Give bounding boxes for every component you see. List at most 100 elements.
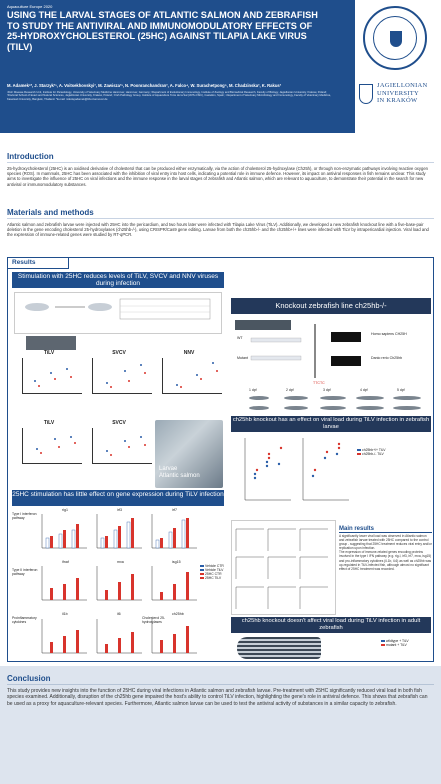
timepoint: 4 dpf [360, 388, 368, 392]
group-label: Proinflammatory cytokines [12, 616, 37, 624]
conclusion-content: Conclusion This study provides new insig… [7, 674, 434, 707]
banner-adult-knockout: ch25hb knockout doesn't affect viral loa… [231, 617, 431, 633]
atlantic-salmon-photo: Larvae Atlantic salmon [155, 420, 223, 488]
group-label: Type II interferon pathway [12, 568, 38, 576]
data-point [212, 362, 215, 365]
gene-label: il1b [62, 612, 68, 616]
data-point [74, 442, 77, 445]
zebrafish-gene-label: Danio rerio Ch25hb [371, 356, 403, 360]
data-point [176, 384, 179, 387]
plot-title: TiLV [43, 420, 55, 426]
legend-label: ch25hb-/- TiLV [362, 452, 384, 456]
gene-label: ch25hb [172, 612, 184, 616]
timepoint: 1 dpf [249, 388, 257, 392]
gene-label: il6 [117, 612, 121, 616]
plot-title: SVCV [112, 420, 126, 426]
gene-label: mxa [117, 560, 124, 564]
adult-zebrafish-panel: wildtype + TiLV mutant + TiLV [231, 635, 431, 661]
event-label: Aquaculture Europe 2020 [7, 4, 53, 9]
plot-axes [22, 428, 82, 464]
seal-inner-ring [373, 16, 417, 60]
conclusion-text: This study provides new insights into th… [7, 688, 428, 707]
sequence-diagram: TTCTC [250, 324, 361, 385]
data-point [128, 380, 131, 383]
data-point [110, 386, 113, 389]
knockout-scheme: WT Mutant TTCTC Homo sapiens CH25H Danio… [231, 318, 431, 388]
plot-title: TiLV [43, 350, 55, 356]
legend-item: Vehicle TiLV [200, 568, 224, 572]
tiho-seal-logo [363, 6, 427, 70]
banner-stimulation: Stimulation with 25HC reduces levels of … [12, 272, 224, 288]
crest-icon [359, 84, 373, 104]
svg-text:TTCTC: TTCTC [313, 381, 325, 385]
salmon-larva-photo [26, 336, 76, 350]
banner-knockout-line: Knockout zebrafish line ch25hb-/- [231, 298, 431, 314]
main-results-title: Main results [339, 526, 432, 533]
data-point [110, 454, 113, 457]
author-list: M. Adamek¹*, J. Starzyk²³, A. Voitsekhov… [7, 83, 282, 88]
photo-caption: Larvae Atlantic salmon [159, 466, 200, 480]
gene-label: irf7 [172, 508, 177, 512]
data-point [36, 448, 39, 451]
data-point [140, 436, 143, 439]
data-point [54, 438, 57, 441]
data-point [106, 450, 109, 453]
timepoint: 5 dpf [397, 388, 405, 392]
scheme-diagram [25, 298, 211, 320]
group-label: Type I interferon pathway [12, 512, 37, 520]
results-tab: Results [7, 257, 69, 269]
poster-title: Using the larval stages of Atlantic salm… [7, 10, 318, 52]
university-name-line-2: UNIVERSITY [377, 89, 419, 97]
experiment-scheme [14, 292, 222, 334]
affiliations: ¹Fish Disease Research Unit, Institute f… [7, 91, 331, 101]
gene-legend: Vehicle CTR Vehicle TiLV 25HC CTR 25HC T… [200, 564, 224, 580]
zebrafish-photo [235, 320, 291, 330]
gene-expression-grid: Type I interferon pathway Type II interf… [12, 508, 224, 660]
larvae-legend: ch25hb+/+ TiLV ch25hb-/- TiLV [357, 448, 386, 456]
data-point [200, 378, 203, 381]
legend-item: ch25hb-/- TiLV [357, 452, 386, 456]
results-frame [7, 257, 434, 662]
conclusion-title: Conclusion [7, 674, 434, 685]
data-point [70, 436, 73, 439]
plot-svcv-2: SVCV [84, 420, 154, 472]
legend-label: Vehicle TiLV [205, 568, 224, 572]
legend-label: wildtype + TiLV [386, 639, 409, 643]
ko-gene-expression [231, 520, 336, 615]
shield-icon [390, 31, 402, 47]
mutant-label: Mutant [237, 356, 248, 360]
methods-section: Materials and methods Atlantic salmon an… [7, 208, 434, 238]
gene-label: irf3 [117, 508, 122, 512]
legend-label: ch25hb+/+ TiLV [362, 448, 386, 452]
legend-item: ch25hb+/+ TiLV [357, 448, 386, 452]
data-point [144, 444, 147, 447]
data-point [38, 385, 41, 388]
legend-item: 25HC TiLV [200, 576, 224, 580]
methods-title: Materials and methods [7, 208, 434, 219]
plot-axes [22, 358, 82, 394]
development-strip: 1 dpf 2 dpf 3 dpf 4 dpf 5 dpf [231, 388, 431, 414]
data-point [128, 446, 131, 449]
legend-item: mutant + TiLV [381, 643, 409, 647]
plot-nnv: NNV [154, 350, 224, 402]
plot-axes [162, 358, 222, 394]
data-point [34, 380, 37, 383]
wt-label: WT [237, 336, 243, 340]
main-results-box: Main results A significantly lower viral… [339, 526, 432, 614]
data-point [50, 372, 53, 375]
gene-label: ifnaf [62, 560, 69, 564]
data-point [144, 372, 147, 375]
viral-load-chart [244, 438, 349, 501]
human-gene-label: Homo sapiens CH25H [371, 332, 407, 336]
data-point [140, 364, 143, 367]
legend-item: Vehicle CTR [200, 564, 224, 568]
adult-legend: wildtype + TiLV mutant + TiLV [381, 639, 409, 647]
data-point [40, 452, 43, 455]
legend-label: 25HC TiLV [205, 576, 222, 580]
ko-gene-bars [235, 528, 328, 609]
introduction-section: Introduction 25-hydroxycholesterol (25HC… [7, 152, 434, 187]
plot-svcv-1: SVCV [84, 350, 154, 402]
introduction-text: 25-hydroxycholesterol (25HC) is an oxidi… [7, 166, 428, 187]
plot-tilv-2: TiLV [14, 420, 84, 472]
university-name-line-1: JAGIELLONIAN [377, 82, 428, 89]
